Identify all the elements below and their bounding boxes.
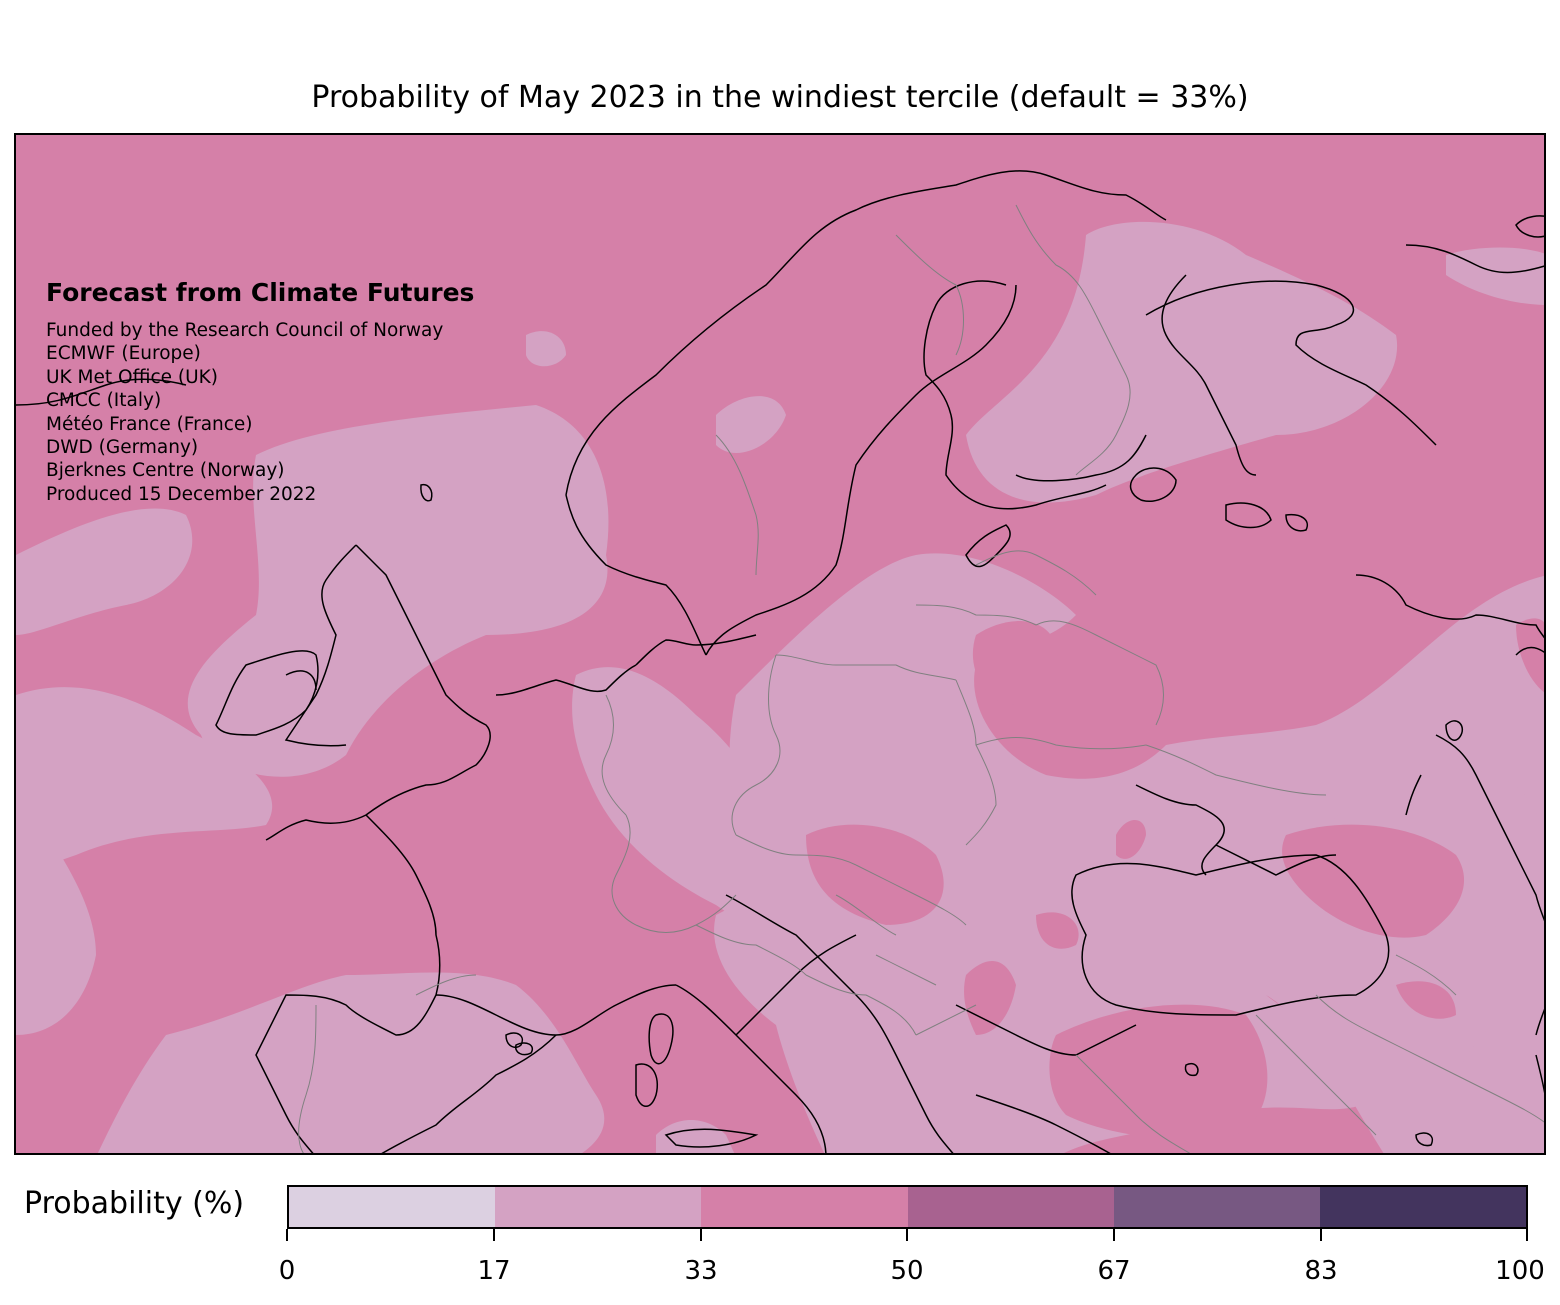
country-borders [298,204,1544,1153]
credit-line: CMCC (Italy) [46,390,162,412]
colorbar-tick [700,1229,702,1241]
colorbar-tick-label: 83 [1304,1256,1338,1286]
credit-line: Produced 15 December 2022 [46,483,317,505]
coastlines [16,170,1544,1153]
colorbar-tick-label: 100 [1495,1256,1545,1286]
credit-line: DWD (Germany) [46,437,199,459]
colorbar-tick [1320,1229,1322,1241]
credit-line: Funded by the Research Council of Norway [46,320,444,341]
colorbar-tick-label: 17 [477,1256,511,1286]
probability-17-33-regions [16,221,1544,1153]
colorbar-segment-17-33 [495,1187,702,1227]
colorbar-label: Probability (%) [24,1186,245,1221]
credit-line: UK Met Office (UK) [46,366,219,388]
credit-line: Bjerknes Centre (Norway) [46,460,285,482]
colorbar-segment-83-100 [1319,1187,1527,1227]
map-panel: Forecast from Climate Futures Funded by … [14,133,1546,1155]
credits-heading: Forecast from Climate Futures [46,278,475,307]
colorbar-tick-label: 33 [684,1256,718,1286]
colorbar [287,1185,1528,1229]
colorbar-tick [1113,1229,1115,1241]
colorbar-tick-label: 50 [890,1256,924,1286]
colorbar-tick-label: 67 [1097,1256,1131,1286]
colorbar-tick-label: 0 [278,1256,296,1286]
colorbar-segment-67-83 [1113,1187,1320,1227]
map-title: Probability of May 2023 in the windiest … [311,80,1249,115]
credits-block: Forecast from Climate Futures Funded by … [46,278,474,506]
colorbar-segment-0-17 [289,1187,496,1227]
colorbar-tick [906,1229,908,1241]
colorbar-segment-33-50 [701,1187,908,1227]
colorbar-segment-50-67 [907,1187,1114,1227]
colorbar-tick [493,1229,495,1241]
credit-line: Météo France (France) [46,413,253,435]
credit-line: ECMWF (Europe) [46,343,201,365]
map-canvas [16,170,1544,1153]
colorbar-tick [286,1229,288,1241]
colorbar-tick [1526,1229,1528,1241]
credits-lines: Funded by the Research Council of Norway… [46,319,474,506]
